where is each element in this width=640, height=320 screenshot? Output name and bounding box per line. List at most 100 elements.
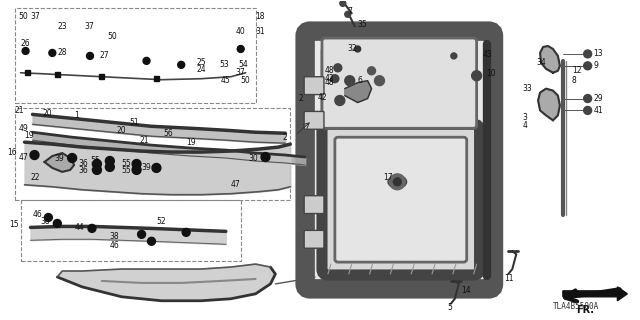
Circle shape	[584, 62, 591, 70]
Text: 34: 34	[536, 58, 546, 67]
Text: 42: 42	[318, 93, 328, 102]
Text: 37: 37	[236, 68, 246, 77]
Circle shape	[374, 76, 385, 86]
Text: 21: 21	[15, 106, 24, 115]
Polygon shape	[563, 287, 627, 301]
Polygon shape	[44, 153, 74, 172]
Text: 49: 49	[19, 124, 28, 133]
Circle shape	[178, 61, 185, 68]
Circle shape	[334, 64, 342, 72]
Text: 40: 40	[236, 27, 246, 36]
Polygon shape	[540, 46, 560, 73]
Text: FR.: FR.	[576, 305, 594, 315]
Text: 38: 38	[40, 217, 50, 226]
Text: 15: 15	[9, 220, 19, 229]
Text: 14: 14	[461, 286, 470, 295]
Circle shape	[138, 230, 145, 238]
FancyBboxPatch shape	[322, 48, 477, 272]
Text: 55: 55	[122, 159, 131, 168]
Circle shape	[335, 96, 345, 106]
Text: 53: 53	[219, 60, 228, 69]
FancyBboxPatch shape	[304, 77, 324, 95]
Text: 11: 11	[504, 275, 514, 284]
Text: 46: 46	[110, 241, 120, 250]
Text: 4: 4	[522, 121, 527, 130]
Text: 20: 20	[116, 126, 127, 135]
Text: 2: 2	[282, 133, 287, 142]
Text: 23: 23	[58, 22, 67, 31]
Text: 32: 32	[348, 44, 357, 53]
Circle shape	[451, 53, 457, 59]
Text: 13: 13	[594, 49, 604, 59]
Text: 9: 9	[594, 61, 598, 70]
Text: 56: 56	[163, 129, 173, 138]
Text: 22: 22	[31, 173, 40, 182]
Text: 50: 50	[19, 12, 28, 21]
Text: 12: 12	[572, 66, 581, 75]
Text: 1: 1	[74, 111, 79, 120]
Polygon shape	[538, 89, 560, 120]
Circle shape	[389, 174, 405, 190]
Text: 24: 24	[196, 65, 205, 74]
FancyBboxPatch shape	[304, 111, 324, 129]
Text: 46: 46	[33, 210, 42, 219]
Circle shape	[22, 47, 29, 54]
Circle shape	[132, 165, 141, 174]
Polygon shape	[58, 264, 275, 301]
Circle shape	[30, 151, 39, 159]
Bar	[25, 70, 30, 75]
Text: 21: 21	[140, 136, 149, 145]
Text: 28: 28	[58, 48, 67, 57]
Circle shape	[143, 57, 150, 64]
Text: 26: 26	[20, 38, 30, 48]
Circle shape	[345, 76, 355, 86]
Circle shape	[331, 75, 339, 83]
Circle shape	[152, 164, 161, 172]
Text: 37: 37	[84, 22, 94, 31]
Text: 8: 8	[572, 76, 577, 85]
Circle shape	[394, 178, 401, 186]
Circle shape	[182, 228, 190, 236]
Text: 19: 19	[186, 138, 196, 147]
Circle shape	[472, 71, 481, 81]
Text: 55: 55	[90, 164, 100, 172]
Text: 50: 50	[107, 32, 116, 41]
Text: 30: 30	[248, 154, 259, 163]
Text: 39: 39	[141, 164, 151, 172]
Text: 45: 45	[221, 76, 230, 85]
Text: 6: 6	[358, 76, 362, 85]
Text: 55: 55	[122, 166, 131, 175]
FancyBboxPatch shape	[304, 196, 324, 213]
Text: 55: 55	[90, 156, 100, 164]
Text: 36: 36	[78, 159, 88, 168]
Text: 18: 18	[255, 12, 265, 21]
Text: 35: 35	[358, 20, 367, 29]
Circle shape	[584, 107, 591, 114]
Text: 25: 25	[196, 58, 205, 67]
Text: 47: 47	[19, 153, 28, 162]
Text: 43: 43	[483, 51, 492, 60]
Text: 39: 39	[54, 154, 64, 163]
Bar	[55, 72, 60, 77]
Circle shape	[93, 159, 101, 168]
Polygon shape	[345, 81, 372, 102]
Circle shape	[88, 224, 96, 232]
Text: 50: 50	[241, 76, 250, 85]
Text: 7: 7	[348, 7, 353, 16]
Circle shape	[49, 50, 56, 56]
Circle shape	[44, 213, 52, 221]
Text: 20: 20	[42, 109, 52, 118]
Circle shape	[584, 50, 591, 58]
Text: 42: 42	[325, 74, 335, 83]
Circle shape	[584, 95, 591, 102]
Text: 47: 47	[231, 180, 241, 189]
FancyBboxPatch shape	[305, 31, 493, 289]
Text: 52: 52	[156, 217, 166, 226]
Text: 41: 41	[594, 106, 604, 115]
Circle shape	[340, 0, 346, 6]
Circle shape	[68, 154, 77, 163]
Circle shape	[86, 52, 93, 60]
FancyBboxPatch shape	[304, 230, 324, 248]
FancyBboxPatch shape	[322, 124, 479, 275]
Circle shape	[106, 156, 115, 165]
